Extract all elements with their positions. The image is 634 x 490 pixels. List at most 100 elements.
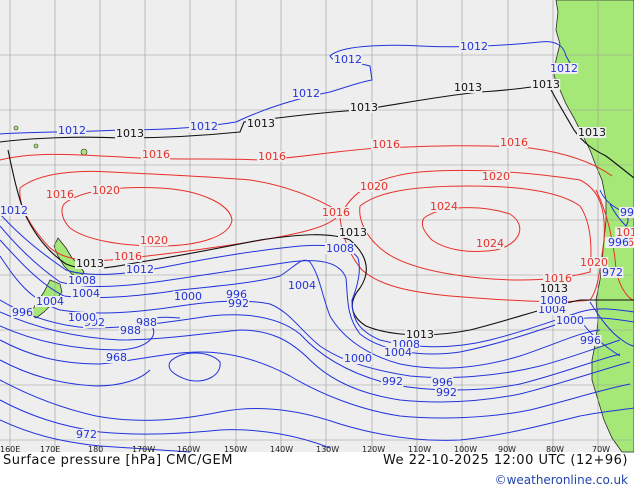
label-background: [141, 149, 171, 160]
longitude-tick-label: 100W: [454, 445, 477, 454]
isobar-label-low: 992: [436, 386, 457, 399]
isobar-label-high: 1024: [430, 200, 458, 213]
label-background: [475, 238, 505, 249]
isobar-label-low: 1012: [0, 204, 28, 217]
label-background: [431, 377, 454, 388]
isobar-label-low: 1004: [72, 287, 100, 300]
label-background: [0, 205, 29, 216]
isobar-1016-loop-west: [19, 170, 341, 261]
isobar-label-low: 1004: [288, 279, 316, 292]
label-background: [405, 329, 435, 340]
isobar-label-high: 1020: [360, 180, 388, 193]
label-background: [119, 325, 142, 336]
isobar-labels: 1016 1016 1016 1016 1020 1020 1016 1020 1016 1016…: [0, 40, 634, 441]
longitude-tick-label: 170W: [132, 445, 155, 454]
longitude-tick-label: 140W: [270, 445, 293, 454]
label-background: [139, 235, 169, 246]
isobar-label-1013: 1013: [76, 257, 104, 270]
longitude-tick-label: 80W: [546, 445, 564, 454]
isobar-968: [0, 399, 331, 449]
label-background: [75, 429, 98, 440]
label-background: [601, 267, 624, 278]
isobar-label-high: 1020: [92, 184, 120, 197]
label-background: [257, 151, 287, 162]
label-background: [349, 102, 379, 113]
isobar-label-low: 1000: [68, 311, 96, 324]
label-background: [435, 387, 458, 398]
label-background: [391, 339, 421, 350]
isobar-label-low: 1008: [326, 242, 354, 255]
isobar-label-high: 1016: [142, 148, 170, 161]
label-background: [371, 139, 401, 150]
isobar-972: [0, 379, 634, 441]
isobar-label-high: 1016: [114, 250, 142, 263]
longitude-tick-label: 180: [88, 445, 103, 454]
isobar-label-low: 1000: [344, 352, 372, 365]
sea-area: [0, 0, 634, 452]
label-background: [338, 227, 368, 238]
footer-band: [0, 452, 634, 490]
longitude-tick-label: 130W: [316, 445, 339, 454]
isobar-992: [0, 311, 631, 403]
isobar-label-low: 992: [382, 375, 403, 388]
label-background: [125, 264, 155, 275]
isobar-label-low: 992: [228, 297, 249, 310]
isobar-label-low: 996: [226, 288, 247, 301]
isobar-label-low: 996: [608, 236, 629, 249]
label-background: [607, 237, 630, 248]
label-background: [481, 171, 511, 182]
label-background: [45, 189, 75, 200]
longitude-tick-label: 160W: [177, 445, 200, 454]
label-background: [381, 376, 404, 387]
longitude-tick-label: 120W: [362, 445, 385, 454]
label-background: [71, 288, 101, 299]
isobar-label-1013: 1013: [116, 127, 144, 140]
isobar-label-low: 996: [580, 334, 601, 347]
label-background: [453, 82, 483, 93]
isobar-label-high: 1016: [258, 150, 286, 163]
label-background: [499, 137, 529, 148]
label-background: [113, 251, 143, 262]
isobar-label-1013: 1013: [578, 126, 606, 139]
isobar-label-low: 1012: [190, 120, 218, 133]
label-background: [225, 289, 248, 300]
isobar-label-low: 1000: [556, 314, 584, 327]
label-background: [549, 63, 579, 74]
isobar-label-high: 1016: [372, 138, 400, 151]
longitude-tick-label: 110W: [408, 445, 431, 454]
label-background: [555, 315, 585, 326]
longitude-tick-label: 90W: [498, 445, 516, 454]
isobar-1000-east: [589, 301, 634, 347]
label-background: [615, 227, 634, 238]
label-background: [383, 347, 413, 358]
isobar-label-high: 1024: [476, 237, 504, 250]
isobar-label-low: 996: [12, 306, 33, 319]
island: [80, 148, 88, 156]
label-background: [75, 258, 105, 269]
label-background: [429, 201, 459, 212]
map-title: Surface pressure [hPa] CMC/GEM: [3, 453, 233, 468]
label-background: [91, 185, 121, 196]
isobar-label-low: 1008: [68, 274, 96, 287]
isobar-1024: [421, 207, 521, 253]
label-background: [325, 243, 355, 254]
isobar-label-low: 972: [76, 428, 97, 441]
valid-time: We 22-10-2025 12:00 UTC (12+96): [382, 453, 628, 468]
isobar-label-1013: 1013: [540, 282, 568, 295]
isobar-label-high: 1016: [500, 136, 528, 149]
isobar-label-low: 1004: [538, 303, 566, 316]
label-background: [539, 283, 569, 294]
label-background: [619, 207, 634, 218]
isobar-label-low: 972: [602, 266, 623, 279]
island: [33, 143, 39, 149]
label-background: [291, 88, 321, 99]
isobar-label-low: 1004: [384, 346, 412, 359]
isobar-label-low: 1004: [36, 295, 64, 308]
label-background: [321, 207, 351, 218]
isobar-label-1013: 1013: [350, 101, 378, 114]
isobar-label-low: 992: [620, 206, 634, 219]
isobar-1012-south: [0, 213, 634, 348]
isobar-label-high: 1020: [140, 234, 168, 247]
isobar-label-low: 1012: [292, 87, 320, 100]
isobar-976: [0, 359, 151, 387]
